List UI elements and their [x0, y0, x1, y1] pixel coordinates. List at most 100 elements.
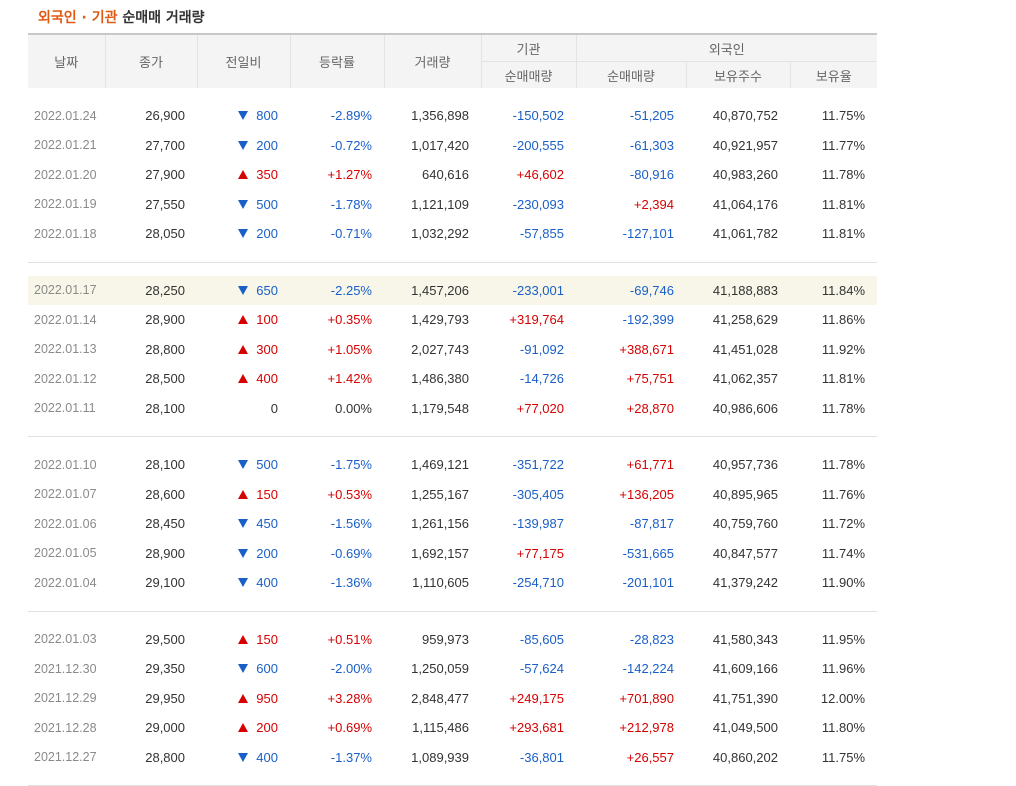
foreign-net-cell: -80,916 — [629, 167, 674, 183]
change-value: 200 — [256, 137, 278, 153]
change-cell: 150 — [197, 625, 290, 655]
change-cell: 950 — [197, 684, 290, 714]
foreign-net-cell: -69,746 — [576, 275, 686, 305]
rate-cell: -2.00% — [330, 661, 372, 677]
rate-cell: +0.69% — [327, 720, 372, 736]
table-row: 2022.01.06 28,450 450 -1.56% 1,261,156 -139,9… — [28, 509, 877, 539]
change-value: 200 — [256, 720, 278, 736]
date-cell: 2022.01.21 — [34, 138, 97, 153]
foreign-net-cell: -127,101 — [622, 226, 674, 242]
table-row: 2021.12.27 28,800 400 -1.37% 1,089,939 -36,80… — [28, 743, 877, 773]
volume-cell: 640,616 — [422, 167, 469, 183]
rate-cell: -1.75% — [330, 457, 372, 473]
group-spacer — [28, 598, 877, 611]
investor-trading-table: 날짜 종가 전일비 등락률 거래량 기관 외국인 순매매량 순매매량 보유주수 … — [28, 33, 878, 786]
date-cell: 2022.01.13 — [34, 342, 97, 357]
rate-cell: +0.35% — [327, 312, 372, 328]
volume-cell: 1,255,167 — [411, 486, 469, 502]
date-cell: 2021.12.29 — [34, 691, 97, 706]
change-value: 600 — [256, 661, 278, 677]
group-spacer-cell — [28, 598, 877, 611]
table-row: 2022.01.17 28,250 650 -2.25% 1,457,206 -233,0… — [28, 275, 878, 305]
header-rate: 등락률 — [289, 33, 384, 88]
change-cell: 800 — [197, 101, 290, 131]
foreign-net-cell: +136,205 — [619, 486, 674, 502]
foreign-net-cell: -61,303 — [629, 137, 674, 153]
triangle-down-icon — [238, 548, 249, 558]
close-cell: 29,350 — [145, 661, 185, 677]
date-cell: 2022.01.14 — [34, 312, 97, 327]
foreign-holdings-cell: 40,860,202 — [712, 749, 778, 765]
foreign-net-cell: -142,224 — [622, 661, 674, 677]
foreign-net-cell: -201,101 — [622, 575, 674, 591]
date-cell: 2022.01.19 — [34, 197, 97, 212]
volume-cell: 1,356,898 — [411, 108, 469, 124]
investor-trading-table-container: 날짜 종가 전일비 등락률 거래량 기관 외국인 순매매량 순매매량 보유주수 … — [28, 33, 878, 786]
close-cell: 29,100 — [145, 575, 185, 591]
foreign-holdings-cell: 41,188,883 — [686, 275, 790, 305]
header-close: 종가 — [104, 33, 197, 88]
date-cell: 2022.01.04 — [34, 575, 97, 590]
triangle-up-icon — [238, 315, 249, 325]
close-cell: 28,900 — [145, 312, 185, 328]
foreign-ratio-cell: 11.95% — [821, 631, 866, 647]
group-divider-cell — [28, 261, 878, 263]
foreign-net-cell: +26,557 — [626, 749, 674, 765]
foreign-holdings-cell: 40,986,606 — [712, 400, 778, 416]
foreign-net-cell: -87,817 — [629, 516, 674, 532]
foreign-ratio-cell: 11.75% — [821, 749, 866, 765]
date-cell: 2021.12.28 — [34, 720, 97, 735]
change-value: 650 — [256, 282, 278, 298]
change-cell: 100 — [197, 305, 290, 335]
date-cell: 2022.01.17 — [28, 275, 105, 305]
change-value: 350 — [256, 167, 278, 183]
group-spacer-cell — [28, 437, 877, 451]
date-cell: 2022.01.06 — [34, 516, 97, 531]
group-spacer-cell — [28, 262, 877, 276]
group-spacer — [28, 772, 877, 785]
close-cell: 27,900 — [145, 167, 185, 183]
change-cell: 200 — [197, 131, 290, 161]
rate-cell: +1.42% — [327, 371, 372, 387]
change-value: 400 — [256, 371, 278, 387]
rate-cell: +3.28% — [327, 690, 372, 706]
institution-net-cell: -91,092 — [519, 341, 564, 357]
rate-cell: +1.27% — [327, 167, 372, 183]
change-value: 450 — [256, 516, 278, 532]
foreign-holdings-cell: 40,895,965 — [712, 486, 778, 502]
group-divider — [28, 436, 878, 437]
triangle-up-icon — [238, 723, 249, 733]
close-cell: 29,000 — [145, 720, 185, 736]
foreign-ratio-cell: 11.81% — [821, 371, 866, 387]
foreign-ratio-cell: 11.90% — [821, 575, 866, 591]
foreign-net-cell: -51,205 — [629, 108, 674, 124]
foreign-net-cell: -531,665 — [622, 545, 674, 561]
foreign-ratio-cell: 11.78% — [821, 457, 866, 473]
change-value: 400 — [256, 575, 278, 591]
foreign-ratio-cell: 11.78% — [821, 167, 866, 183]
table-row: 2022.01.14 28,900 100 +0.35% 1,429,793 +319,7… — [28, 305, 877, 335]
change-cell: 0 — [197, 394, 290, 424]
close-cell: 28,800 — [145, 341, 185, 357]
foreign-holdings-cell: 41,580,343 — [712, 631, 778, 647]
date-cell: 2022.01.03 — [34, 632, 97, 647]
triangle-down-icon — [238, 140, 249, 150]
foreign-holdings-cell: 41,062,357 — [712, 371, 778, 387]
foreign-ratio-cell: 12.00% — [820, 690, 866, 706]
change-value: 150 — [256, 631, 278, 647]
close-cell: 27,550 — [145, 196, 185, 212]
change-value: 100 — [256, 312, 278, 328]
volume-cell: 1,469,121 — [411, 457, 469, 473]
table-row: 2022.01.21 27,700 200 -0.72% 1,017,420 -200,5… — [28, 131, 877, 161]
institution-net-cell: -14,726 — [519, 371, 564, 387]
date-cell: 2022.01.10 — [34, 457, 97, 472]
foreign-ratio-cell: 11.72% — [821, 516, 866, 532]
header-foreign-net: 순매매량 — [575, 61, 686, 88]
table-row: 2022.01.04 29,100 400 -1.36% 1,110,605 -254,7… — [28, 568, 877, 598]
header-foreign-group: 외국인 — [575, 33, 878, 62]
change-value: 200 — [256, 226, 278, 242]
foreign-ratio-cell: 11.76% — [821, 486, 866, 502]
table-row: 2022.01.19 27,550 500 -1.78% 1,121,109 -230,0… — [28, 190, 877, 220]
close-cell: 28,500 — [145, 371, 185, 387]
table-header: 날짜 종가 전일비 등락률 거래량 기관 외국인 순매매량 순매매량 보유주수 … — [28, 33, 878, 88]
